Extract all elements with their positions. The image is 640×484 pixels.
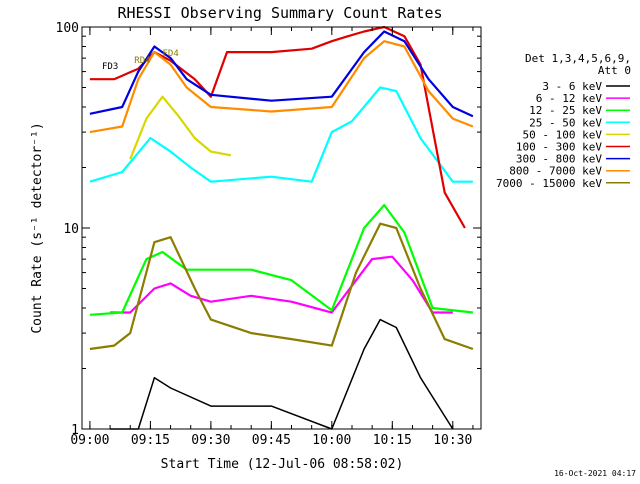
series-line-6 bbox=[89, 30, 474, 118]
legend-header: Att 0 bbox=[598, 64, 631, 77]
annotation-label: FD4 bbox=[163, 49, 179, 59]
legend-label: 50 - 100 keV bbox=[523, 128, 603, 141]
axes: 09:00 09:15 09:30 09:45 10:00 10:15 10:30 1 10 10… bbox=[56, 21, 481, 448]
series-line-0 bbox=[110, 318, 454, 430]
legend-label: 6 - 12 keV bbox=[536, 92, 603, 105]
series-line-1 bbox=[110, 255, 453, 314]
plot-area: FD4 RD4 FD3 bbox=[89, 25, 474, 430]
legend-label: 800 - 7000 keV bbox=[509, 165, 602, 178]
legend-header: Det 1,3,4,5,6,9, bbox=[525, 52, 631, 65]
annotation-label: RD4 bbox=[134, 56, 150, 66]
x-tick-label: 09:15 bbox=[131, 433, 170, 448]
chart-title: RHESSI Observing Summary Count Rates bbox=[117, 4, 442, 22]
y-tick-label: 10 bbox=[63, 222, 79, 237]
legend-label: 300 - 800 keV bbox=[516, 153, 602, 166]
legend-label: 12 - 25 keV bbox=[529, 104, 602, 117]
series-line-7 bbox=[89, 40, 474, 134]
x-tick-label: 09:45 bbox=[252, 433, 291, 448]
x-tick-label: 10:15 bbox=[373, 433, 412, 448]
x-tick-label: 10:00 bbox=[312, 433, 351, 448]
series-line-4 bbox=[129, 95, 232, 160]
legend-label: 3 - 6 keV bbox=[542, 80, 602, 93]
series-line-3 bbox=[89, 86, 473, 183]
y-tick-label: 1 bbox=[71, 423, 79, 438]
y-axis-label: Count Rate (s⁻¹ detector⁻¹) bbox=[30, 122, 45, 333]
x-tick-label: 09:30 bbox=[191, 433, 230, 448]
series-line-8 bbox=[89, 222, 474, 351]
x-tick-label: 10:30 bbox=[433, 433, 472, 448]
legend-label: 7000 - 15000 keV bbox=[496, 177, 602, 190]
footer-date: 16-Oct-2021 04:17 bbox=[554, 469, 636, 478]
x-tick-label: 09:00 bbox=[70, 433, 109, 448]
legend-label: 100 - 300 keV bbox=[516, 141, 602, 154]
x-axis-label: Start Time (12-Jul-06 08:58:02) bbox=[161, 457, 404, 472]
legend-label: 25 - 50 keV bbox=[529, 116, 602, 129]
y-tick-label: 100 bbox=[56, 21, 79, 36]
annotation-label: FD3 bbox=[102, 62, 118, 72]
